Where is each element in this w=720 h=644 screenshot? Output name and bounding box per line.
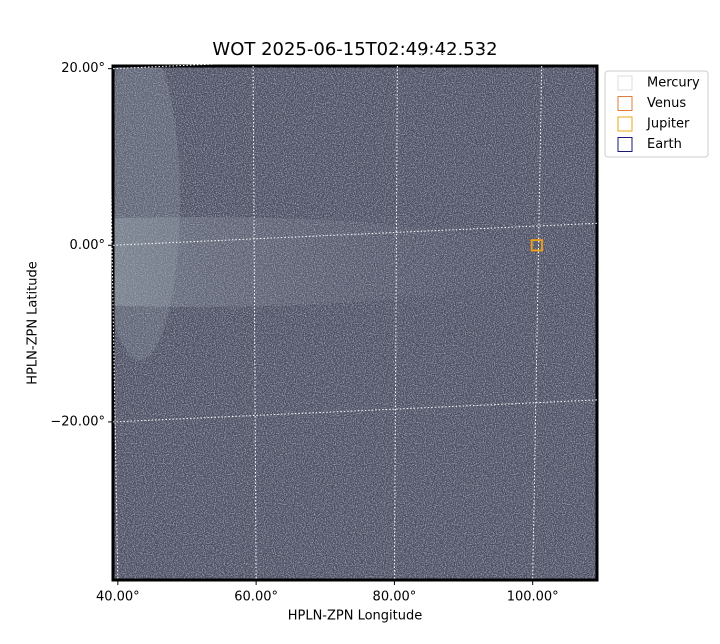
y-tick-label: 20.00°	[61, 61, 105, 76]
legend-label: Mercury	[647, 76, 700, 91]
frame	[111, 64, 599, 582]
grid-line	[108, 65, 119, 581]
x-tick-label: 60.00°	[234, 590, 278, 605]
grid-line	[393, 65, 398, 581]
legend	[604, 70, 709, 158]
legend-label: Jupiter	[646, 117, 690, 132]
grid-line	[252, 65, 257, 581]
legend-swatch	[617, 75, 633, 91]
x-axis-label: HPLN-ZPN Longitude	[288, 609, 423, 624]
planet-marker	[531, 239, 543, 252]
y-tick-label: 0.00°	[70, 238, 105, 253]
image	[113, 66, 597, 580]
legend-swatch	[617, 116, 633, 132]
x-tick-label: 100.00°	[507, 590, 559, 605]
chart-title: WOT 2025-06-15T02:49:42.532	[212, 39, 497, 60]
grid-line	[112, 399, 598, 423]
x-tick-label: 40.00°	[96, 590, 140, 605]
y-axis-label: HPLN-ZPN Latitude	[26, 261, 41, 384]
grid-line	[532, 65, 543, 581]
legend-label: Venus	[647, 96, 686, 111]
legend-swatch	[617, 137, 633, 152]
legend-label: Earth	[647, 137, 682, 152]
grid-line	[112, 222, 598, 246]
grid-line	[112, 46, 598, 70]
y-tick-label: −20.00°	[50, 414, 105, 429]
legend-swatch	[617, 96, 633, 111]
x-tick-label: 80.00°	[373, 590, 417, 605]
